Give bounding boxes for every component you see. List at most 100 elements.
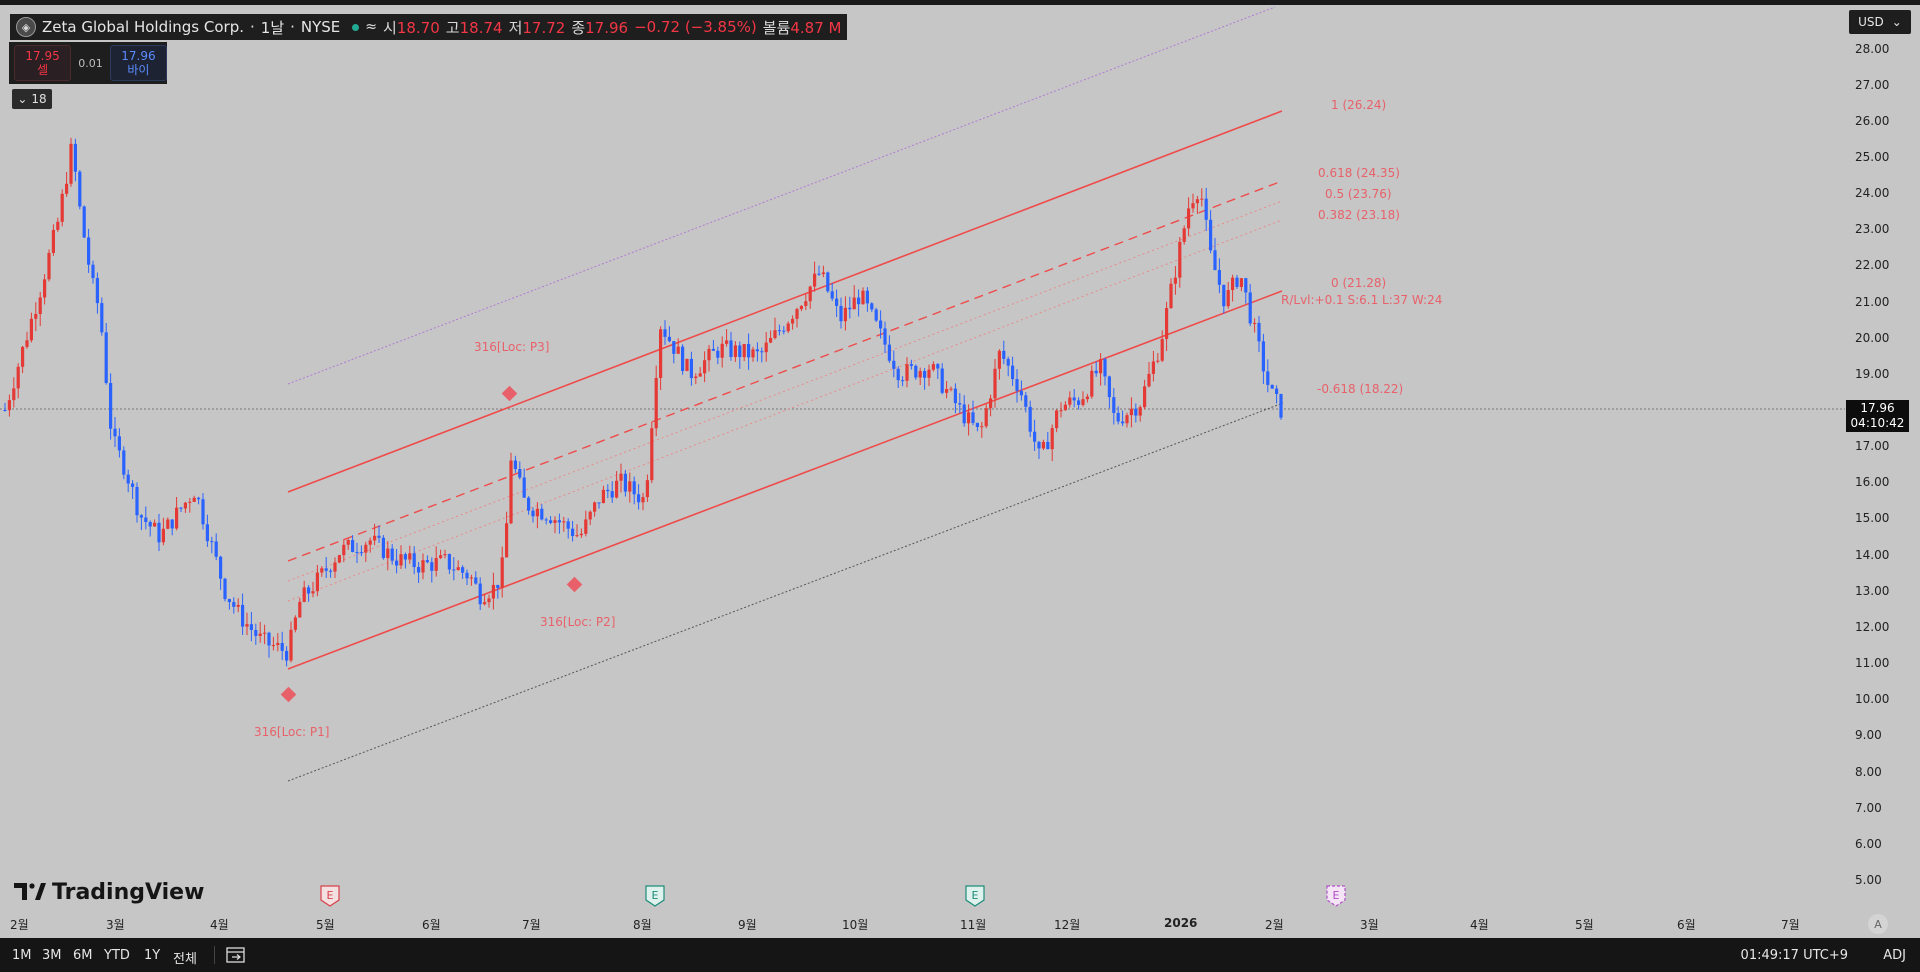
candle-body — [522, 477, 526, 498]
candle-body — [126, 474, 130, 484]
candle-body — [857, 297, 861, 305]
candle-body — [786, 323, 790, 332]
candle-body — [210, 541, 214, 543]
candle-body — [676, 346, 680, 354]
candle-body — [711, 348, 715, 351]
earnings-marker-4[interactable]: E — [1326, 885, 1346, 907]
last-price-tag: 17.96 04:10:42 — [1846, 400, 1909, 432]
range-1y[interactable]: 1Y — [144, 948, 161, 963]
candle-body — [170, 519, 174, 529]
sell-button[interactable]: 17.95 셀 — [14, 45, 72, 81]
range-1m[interactable]: 1M — [12, 948, 32, 963]
candle-body — [289, 629, 293, 661]
candle-body — [153, 522, 157, 527]
candle-body — [47, 252, 51, 280]
candle-body — [320, 568, 324, 573]
low-label: 저 — [508, 18, 523, 37]
buy-button[interactable]: 17.96 바이 — [109, 45, 168, 81]
indicators-collapse-button[interactable]: ⌄ 18 — [12, 89, 52, 109]
range-6m[interactable]: 6M — [73, 948, 93, 963]
range-all[interactable]: 전체 — [173, 952, 197, 967]
earnings-marker-2[interactable]: E — [645, 885, 665, 907]
price-tick-label: 15.00 — [1855, 511, 1890, 526]
candle-body — [879, 320, 883, 329]
candle-body — [144, 517, 148, 522]
candle-body — [729, 340, 733, 357]
candle-body — [681, 346, 685, 371]
change-value: −0.72 (−3.85%) — [634, 18, 757, 36]
candle-body — [931, 364, 935, 370]
candle-body — [1037, 441, 1041, 449]
candle-body — [1200, 198, 1204, 200]
range-ytd[interactable]: YTD — [104, 948, 130, 963]
price-axis[interactable]: 28.00 27.00 26.00 25.00 24.00 23.00 22.00 21.00… — [1845, 5, 1920, 910]
range-3m[interactable]: 3M — [42, 948, 62, 963]
candle-body — [461, 567, 465, 573]
candle-body — [821, 272, 825, 275]
candlestick-chart[interactable]: 316[Loc: P1] 316[Loc: P2] 316[Loc: P3] 1… — [0, 5, 1845, 910]
candle-body — [197, 497, 201, 500]
candle-body — [1103, 359, 1107, 377]
auto-scale-button[interactable]: A — [1868, 914, 1888, 934]
fib-label-0: 0 (21.28) — [1331, 276, 1386, 290]
candle-body — [342, 544, 346, 556]
candle-body — [69, 143, 73, 184]
candle-body — [835, 298, 839, 306]
clock[interactable]: 01:49:17 UTC+9 — [1740, 948, 1848, 963]
candle-body — [632, 481, 636, 495]
candle-body — [615, 480, 619, 498]
symbol-legend[interactable]: ◈ Zeta Global Holdings Corp. · 1날 · NYSE… — [10, 14, 848, 40]
symbol-name[interactable]: Zeta Global Holdings Corp. — [42, 18, 244, 36]
candle-body — [395, 560, 399, 566]
time-tick-label: 7월 — [522, 918, 541, 932]
candle-body — [509, 460, 513, 524]
chart-pane[interactable]: 316[Loc: P1] 316[Loc: P2] 316[Loc: P3] 1… — [0, 5, 1845, 910]
candle-body — [12, 388, 16, 401]
candle-body — [962, 404, 966, 424]
earnings-marker-3[interactable]: E — [965, 885, 985, 907]
price-tick-label: 23.00 — [1855, 222, 1890, 237]
candle-body — [1138, 407, 1142, 416]
interval[interactable]: 1날 — [260, 18, 285, 37]
candle-body — [1151, 361, 1155, 374]
candle-body — [1033, 431, 1037, 442]
candle-body — [764, 342, 768, 353]
candle-body — [51, 229, 55, 253]
candle-body — [483, 602, 487, 605]
candle-body — [232, 602, 236, 607]
candle-body — [650, 428, 654, 481]
time-axis[interactable]: 2월 3월 4월 5월 6월 7월 8월 9월 10월 11월 12월 2026 2월 3월 4월 5월 6월 7… — [0, 910, 1920, 938]
candle-body — [1169, 283, 1173, 309]
candle-body — [214, 541, 218, 557]
candle-body — [179, 507, 183, 509]
time-tick-label: 6월 — [1677, 918, 1696, 932]
time-tick-label: 2026 — [1164, 916, 1198, 930]
earnings-marker-1[interactable]: E — [320, 885, 340, 907]
candle-body — [1055, 410, 1059, 429]
lower-outer-line — [287, 402, 1284, 782]
candle-body — [1019, 390, 1023, 396]
candle-body — [236, 604, 240, 607]
candle-body — [267, 632, 271, 646]
candle-body — [777, 330, 781, 332]
indicator-count: 18 — [31, 92, 47, 106]
candle-body — [386, 548, 390, 559]
candle-body — [1011, 365, 1015, 380]
price-tick-label: 10.00 — [1855, 692, 1890, 707]
pivot-marker-p1 — [280, 686, 297, 703]
buy-price: 17.96 — [121, 49, 156, 63]
candle-body — [1068, 397, 1072, 405]
go-to-date-icon[interactable] — [226, 945, 246, 963]
price-tick-label: 11.00 — [1855, 656, 1890, 671]
candle-body — [980, 426, 984, 428]
candle-body — [593, 502, 597, 512]
price-tick-label: 17.00 — [1855, 439, 1890, 454]
candle-body — [122, 450, 126, 475]
currency-button[interactable]: USD ⌄ — [1849, 10, 1911, 34]
adj-toggle[interactable]: ADJ — [1883, 948, 1906, 963]
price-tick-label: 21.00 — [1855, 294, 1890, 309]
candle-body — [795, 309, 799, 319]
candle-body — [826, 272, 830, 292]
candle-body — [817, 273, 821, 275]
candle-body — [852, 297, 856, 310]
